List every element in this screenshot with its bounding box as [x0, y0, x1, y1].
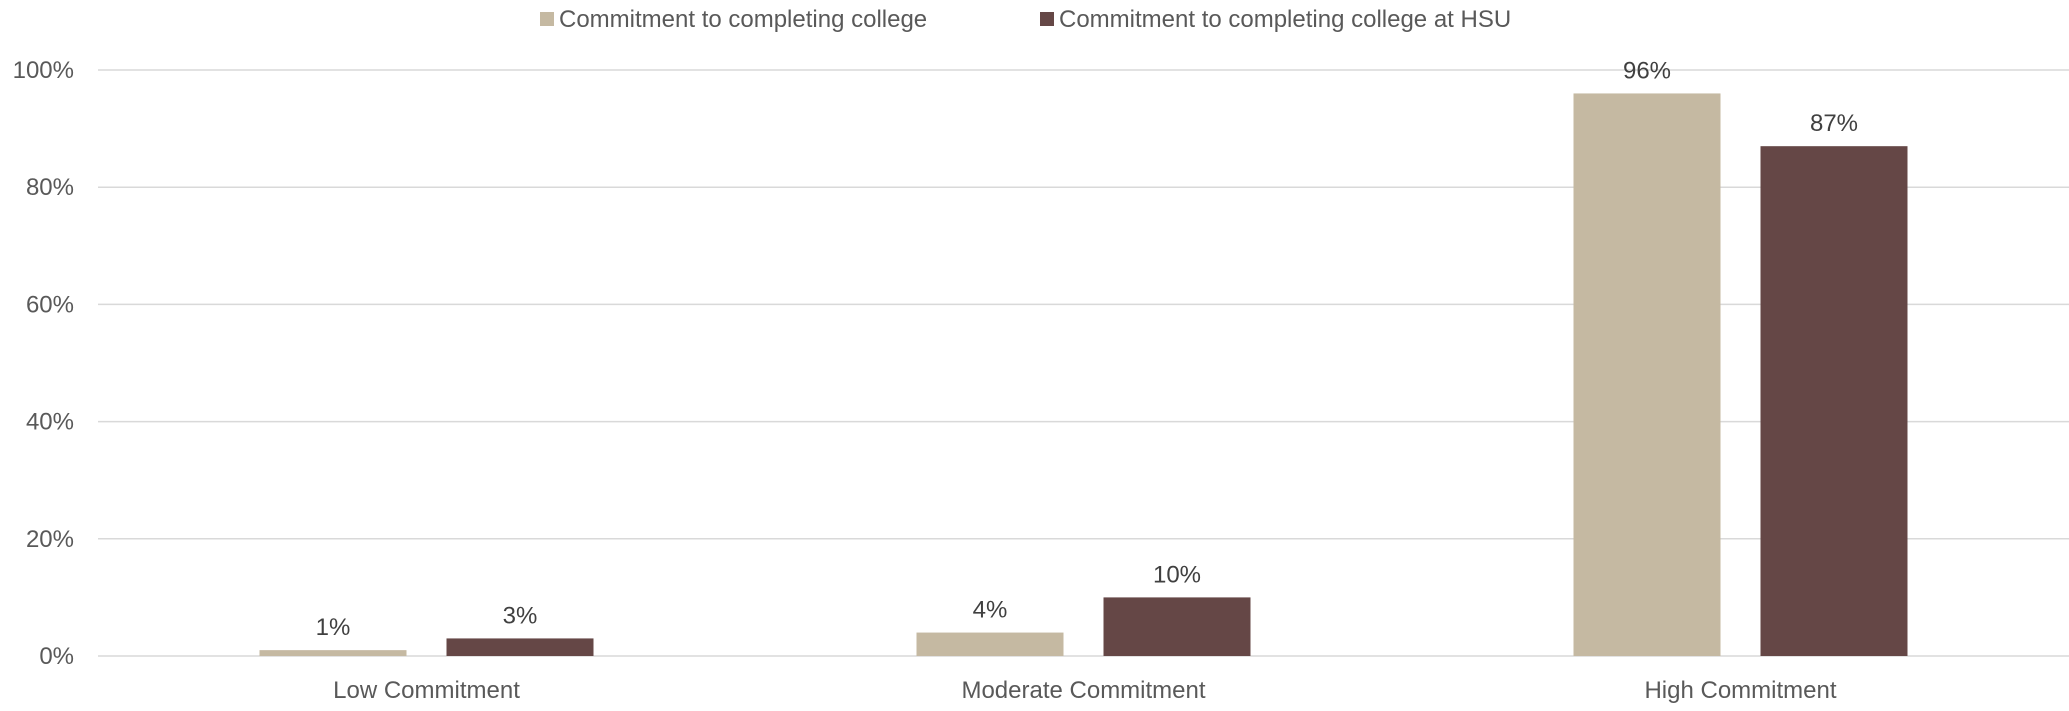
legend: Commitment to completing college Commitm…	[540, 6, 1511, 33]
data-label: 96%	[1623, 57, 1671, 84]
data-labels: 1% 3% 4% 10% 96% 87%	[316, 57, 1858, 641]
y-tick-label: 60%	[26, 291, 74, 318]
y-tick-label: 80%	[26, 174, 74, 201]
bar-series-2	[1760, 146, 1908, 656]
bar-series-1	[916, 632, 1064, 656]
x-tick-label: Moderate Commitment	[961, 677, 1205, 704]
y-tick-label: 40%	[26, 409, 74, 436]
legend-swatch-series-1	[540, 12, 554, 26]
y-axis-tick-labels: 0% 20% 40% 60% 80% 100%	[13, 57, 74, 670]
bar-series-1	[259, 650, 407, 656]
bar-series-2	[1103, 597, 1251, 656]
legend-label-series-2: Commitment to completing college at HSU	[1059, 6, 1511, 33]
bar-series-1	[1573, 93, 1721, 656]
bars	[259, 93, 1908, 656]
legend-label-series-1: Commitment to completing college	[559, 6, 927, 33]
data-label: 87%	[1810, 110, 1858, 137]
x-axis-tick-labels: Low Commitment Moderate Commitment High Co…	[333, 677, 1837, 704]
data-label: 1%	[316, 614, 351, 641]
gridlines	[98, 69, 2069, 657]
y-tick-label: 100%	[13, 57, 74, 84]
data-label: 4%	[973, 597, 1008, 624]
legend-swatch-series-2	[1040, 12, 1054, 26]
x-tick-label: High Commitment	[1644, 677, 1836, 704]
y-tick-label: 20%	[26, 526, 74, 553]
data-label: 10%	[1153, 561, 1201, 588]
x-tick-label: Low Commitment	[333, 677, 520, 704]
data-label: 3%	[503, 602, 538, 629]
y-tick-label: 0%	[39, 643, 74, 670]
bar-series-2	[446, 638, 594, 656]
